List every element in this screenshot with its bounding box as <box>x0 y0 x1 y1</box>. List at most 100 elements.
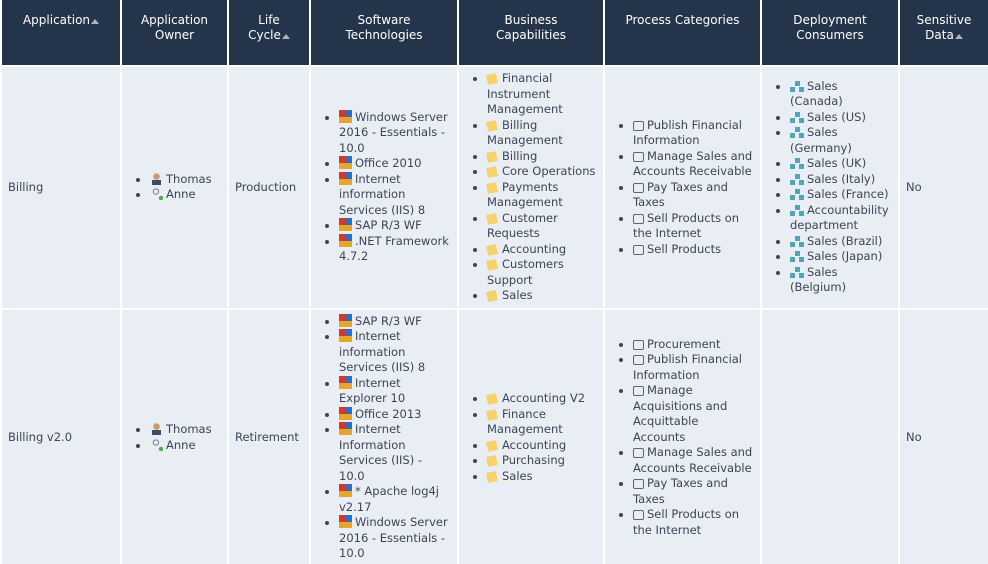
software-label: Windows Server 2016 - Essentials - 10.0 <box>339 109 448 155</box>
owner-label: Thomas <box>166 171 212 186</box>
software-icon <box>339 218 352 232</box>
column-header[interactable]: Process Categories <box>603 0 762 67</box>
column-title: Application <box>22 13 91 27</box>
cell-text: Billing v2.0 <box>8 429 73 444</box>
process-item: Manage Sales and Accounts Receivable <box>633 445 754 476</box>
software-icon <box>339 329 352 342</box>
capability-icon <box>486 181 498 194</box>
software-label: SAP R/3 WF <box>355 218 422 233</box>
column-title: Sensitive Data <box>916 13 972 42</box>
cell: Publish Financial InformationManage Sale… <box>603 65 762 310</box>
process-icon <box>633 244 644 255</box>
process-label: Publish Financial Information <box>633 352 743 382</box>
process-icon <box>633 386 644 397</box>
capability-item: Accounting <box>486 241 597 258</box>
consumer-icon <box>790 80 804 92</box>
process-icon <box>633 213 644 224</box>
process-list: ProcurementPublish Financial Information… <box>611 337 754 539</box>
owner-item: Thomas <box>150 171 221 188</box>
process-label: Manage Sales and Accounts Receivable <box>633 445 753 475</box>
capability-list: Accounting V2Finance ManagementAccountin… <box>465 391 597 484</box>
consumer-item: Sales (Brazil) <box>790 234 892 250</box>
software-list: Windows Server 2016 - Essentials - 10.0O… <box>317 109 451 265</box>
capability-item: Purchasing <box>486 453 597 469</box>
cell: No <box>898 307 988 564</box>
consumer-item: Sales (Germany) <box>790 125 892 156</box>
owner-icon <box>150 422 163 435</box>
capability-label: Billing Management <box>487 117 563 148</box>
consumer-item: Sales (France) <box>790 187 892 203</box>
consumer-icon <box>790 158 804 170</box>
consumer-item: Sales (UK) <box>790 156 892 172</box>
owner-item: Anne <box>150 187 221 203</box>
capability-icon <box>486 408 498 421</box>
consumer-label: Sales (France) <box>807 187 889 202</box>
software-item: Internet information Services (IIS) 8 <box>339 329 451 376</box>
table-row: Billing v2.0 ThomasAnne Retirement SAP R/3 … <box>0 307 988 564</box>
consumer-label: Sales (Germany) <box>790 125 852 155</box>
cell-text: No <box>906 429 922 444</box>
column-header[interactable]: Life Cycle <box>227 0 311 67</box>
process-icon <box>633 479 644 490</box>
process-item: Sell Products on the Internet <box>633 507 754 538</box>
capability-icon <box>486 119 498 132</box>
table-header: Application Application Owner Life Cycle… <box>0 0 988 67</box>
owner-list: ThomasAnne <box>128 422 221 453</box>
process-item: Sell Products on the Internet <box>633 211 754 242</box>
process-icon <box>633 339 644 350</box>
capability-item: Accounting <box>486 437 597 454</box>
capability-label: Accounting <box>502 241 567 256</box>
process-label: Sell Products on the Internet <box>633 507 740 537</box>
cell-text: Retirement <box>235 429 299 444</box>
cell: Windows Server 2016 - Essentials - 10.0O… <box>309 65 459 310</box>
software-item: SAP R/3 WF <box>339 218 451 234</box>
consumer-label: Sales (Italy) <box>807 171 876 186</box>
software-label: Internet information Services (IIS) 8 <box>339 171 426 217</box>
capability-label: Accounting V2 <box>502 391 586 405</box>
capability-label: Core Operations <box>502 164 596 178</box>
cell: Billing <box>0 65 122 310</box>
capability-label: Customer Requests <box>487 210 558 241</box>
process-label: Procurement <box>647 336 721 351</box>
software-icon <box>339 422 352 435</box>
consumer-icon <box>790 189 804 201</box>
capability-item: Payments Management <box>486 180 597 211</box>
process-item: Pay Taxes and Taxes <box>633 180 754 211</box>
column-header[interactable]: Software Technologies <box>309 0 459 67</box>
owner-label: Anne <box>166 437 196 452</box>
process-item: Sell Products <box>633 242 754 258</box>
capability-item: Customers Support <box>486 257 597 288</box>
software-icon <box>339 484 352 497</box>
software-label: Internet Information Services (IIS) - 10… <box>339 422 423 483</box>
column-header[interactable]: Application Owner <box>120 0 229 67</box>
table-row: Billing ThomasAnne Production Windows Serve… <box>0 65 988 310</box>
cell: Accounting V2Finance ManagementAccountin… <box>457 307 605 564</box>
software-list: SAP R/3 WFInternet information Services … <box>317 313 451 562</box>
cell-text: Production <box>235 179 297 194</box>
capability-icon <box>486 455 498 467</box>
capability-item: Financial Instrument Management <box>486 71 597 118</box>
column-header[interactable]: Application <box>0 0 122 67</box>
consumer-item: Sales (Italy) <box>790 172 892 188</box>
capability-icon <box>486 470 498 483</box>
cell: ProcurementPublish Financial Information… <box>603 307 762 564</box>
column-header[interactable]: Sensitive Data <box>898 0 988 67</box>
capability-label: Finance Management <box>487 406 563 437</box>
software-label: .NET Framework 4.7.2 <box>339 233 449 264</box>
cell: No <box>898 65 988 310</box>
consumer-icon <box>790 173 804 185</box>
column-header[interactable]: Deployment Consumers <box>760 0 900 67</box>
owner-icon <box>150 171 163 185</box>
capability-item: Core Operations <box>486 164 597 180</box>
software-item: Windows Server 2016 - Essentials - 10.0 <box>339 515 451 562</box>
consumer-list: Sales (Canada)Sales (US)Sales (Germany)S… <box>768 79 892 296</box>
software-item: Internet Information Services (IIS) - 10… <box>339 422 451 484</box>
software-icon <box>339 233 352 247</box>
process-icon <box>633 510 644 521</box>
column-title: Software Technologies <box>345 13 423 42</box>
consumer-label: Accountability department <box>790 202 889 233</box>
column-header[interactable]: Business Capabilities <box>457 0 605 67</box>
capability-label: Accounting <box>502 437 567 452</box>
